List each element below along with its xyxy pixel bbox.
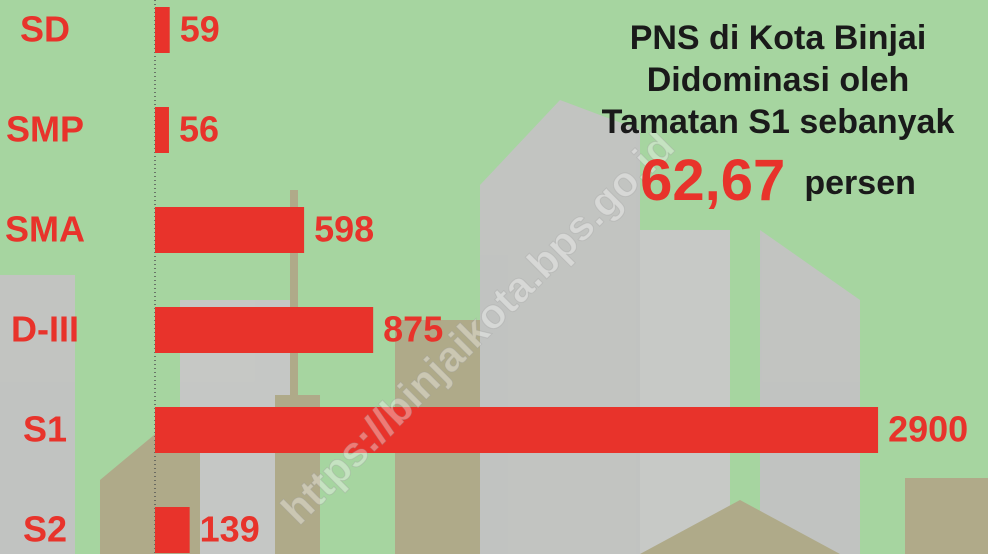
value-label: 56	[179, 109, 219, 150]
category-label: SD	[20, 9, 70, 50]
category-label: S1	[23, 409, 67, 450]
bar	[155, 107, 169, 153]
antenna	[290, 190, 298, 400]
building	[905, 478, 988, 554]
building	[640, 500, 840, 554]
building	[760, 230, 860, 554]
value-label: 598	[314, 209, 374, 250]
bar	[155, 207, 305, 253]
bar	[155, 507, 190, 553]
value-label: 875	[383, 309, 443, 350]
title-line: Didominasi oleh	[647, 61, 910, 99]
bar	[155, 307, 374, 353]
value-label: 2900	[888, 409, 968, 450]
highlight: 62,67 persen	[640, 148, 916, 213]
highlight-value: 62,67	[640, 148, 785, 213]
category-label: D-III	[11, 309, 79, 350]
title-line: PNS di Kota Binjai	[630, 19, 927, 57]
bar	[155, 407, 879, 453]
title-block: PNS di Kota Binjai Didominasi oleh Tamat…	[602, 19, 955, 213]
category-label: SMP	[6, 109, 84, 150]
building	[0, 275, 75, 554]
value-label: 59	[180, 9, 220, 50]
category-label: S2	[23, 509, 67, 550]
value-label: 139	[200, 509, 260, 550]
highlight-unit: persen	[804, 164, 916, 202]
title-line: Tamatan S1 sebanyak	[602, 103, 955, 141]
bar	[155, 7, 170, 53]
building	[640, 230, 730, 554]
category-label: SMA	[5, 209, 85, 250]
